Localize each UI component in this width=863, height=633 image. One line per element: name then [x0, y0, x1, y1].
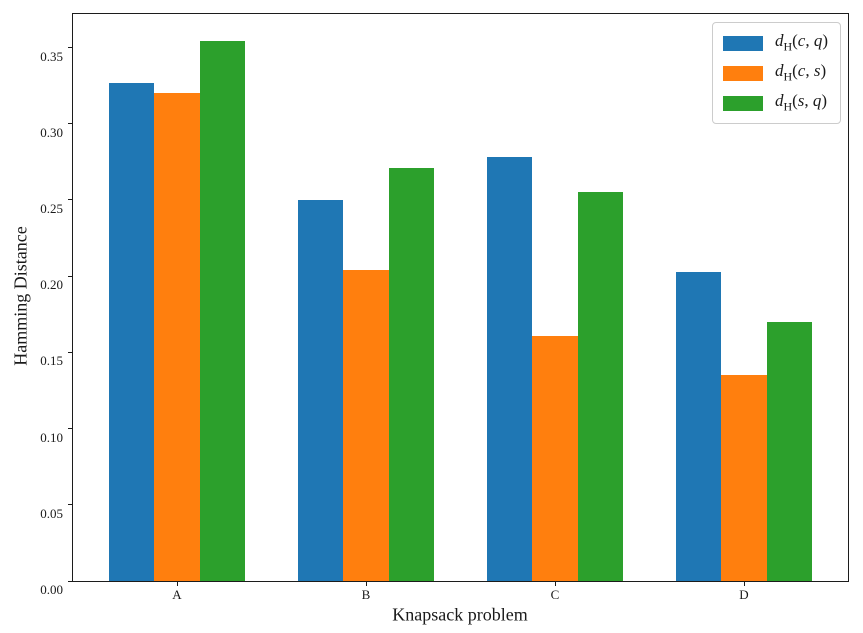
x-tick-mark [365, 581, 367, 586]
legend: dH(c, q) dH(c, s) dH(s, q) [711, 22, 841, 124]
plot-area: dH(c, q) dH(c, s) dH(s, q) 0.00 0.05 0.10 0.1… [40, 13, 849, 602]
x-tick-label-B: B [361, 587, 371, 602]
y-tick-mark [68, 275, 73, 277]
y-tick-label: 0.20 [40, 277, 63, 293]
legend-swatch [722, 95, 763, 111]
legend-swatch [722, 35, 763, 51]
legend-item: dH(c, s) [722, 61, 828, 85]
y-axis-label: Hamming Distance [10, 226, 31, 366]
y-tick-mark [68, 47, 73, 49]
x-tick-mark [743, 581, 745, 586]
bar-series3-B [388, 167, 435, 581]
legend-label: dH(c, s) [774, 61, 827, 84]
bar-series1-D [676, 271, 722, 581]
x-axis-label: Knapsack problem [392, 604, 528, 625]
bar-series3-A [199, 41, 245, 581]
legend-item: dH(s, q) [722, 91, 828, 115]
bar-series2-A [154, 93, 200, 581]
bar-series1-C [487, 157, 533, 581]
bar-series2-C [532, 335, 578, 581]
y-tick-label: 0.35 [40, 48, 63, 64]
y-tick-label: 0.25 [40, 200, 63, 216]
bar-series1-A [108, 82, 155, 581]
x-tick-mark [176, 581, 178, 586]
bar-series2-D [721, 375, 767, 581]
x-tick-label-D: D [739, 587, 749, 602]
y-tick-mark [68, 351, 73, 353]
legend-label: dH(c, q) [774, 31, 828, 54]
y-tick-mark [68, 199, 73, 201]
legend-item: dH(c, q) [722, 31, 828, 55]
x-tick-label-A: A [172, 587, 182, 602]
y-tick-mark [68, 504, 73, 506]
y-tick-label: 0.30 [40, 124, 63, 140]
y-tick-label: 0.05 [40, 505, 63, 521]
x-tick-label-C: C [550, 587, 560, 602]
y-tick-mark [68, 580, 73, 582]
y-tick-label: 0.15 [40, 353, 63, 369]
bar-series1-B [297, 200, 344, 581]
bar-series3-C [577, 192, 624, 581]
legend-swatch [722, 65, 763, 81]
y-tick-mark [68, 123, 73, 125]
legend-label: dH(s, q) [774, 91, 828, 114]
bar-series3-D [766, 321, 813, 581]
x-tick-mark [554, 581, 556, 586]
y-tick-mark [68, 428, 73, 430]
bar-series2-B [343, 270, 389, 581]
y-tick-label: 0.10 [40, 429, 63, 445]
y-tick-label: 0.00 [40, 582, 63, 597]
